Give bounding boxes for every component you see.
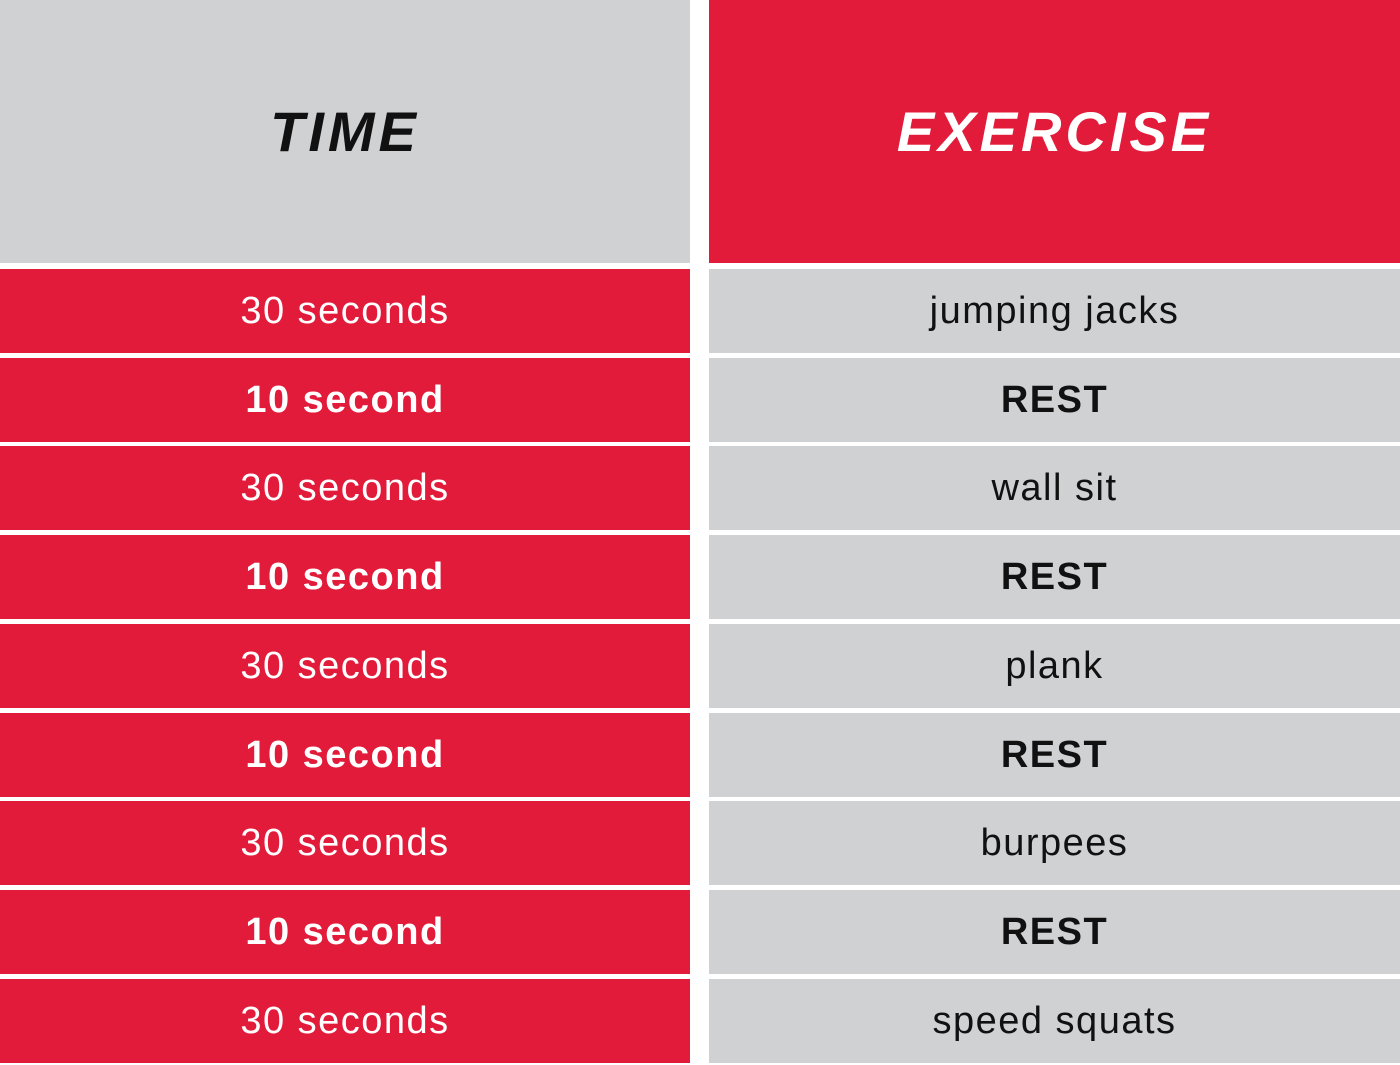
exercise-cell: jumping jacks (709, 269, 1400, 353)
exercise-cell: REST (709, 535, 1400, 619)
exercise-cell: REST (709, 713, 1400, 797)
time-cell: 30 seconds (0, 801, 690, 885)
exercise-cell: burpees (709, 801, 1400, 885)
time-cell: 10 second (0, 358, 690, 442)
exercise-cell: plank (709, 624, 1400, 708)
time-cell: 30 seconds (0, 979, 690, 1063)
time-cell: 30 seconds (0, 269, 690, 353)
time-cell: 10 second (0, 890, 690, 974)
exercise-column-header: EXERCISE (709, 0, 1400, 263)
time-cell: 10 second (0, 535, 690, 619)
exercise-cell: REST (709, 890, 1400, 974)
time-column-header: TIME (0, 0, 690, 263)
time-cell: 30 seconds (0, 624, 690, 708)
time-cell: 30 seconds (0, 446, 690, 530)
exercise-cell: REST (709, 358, 1400, 442)
time-cell: 10 second (0, 713, 690, 797)
exercise-cell: wall sit (709, 446, 1400, 530)
table-header: TIME EXERCISE (0, 0, 1400, 263)
exercise-cell: speed squats (709, 979, 1400, 1063)
